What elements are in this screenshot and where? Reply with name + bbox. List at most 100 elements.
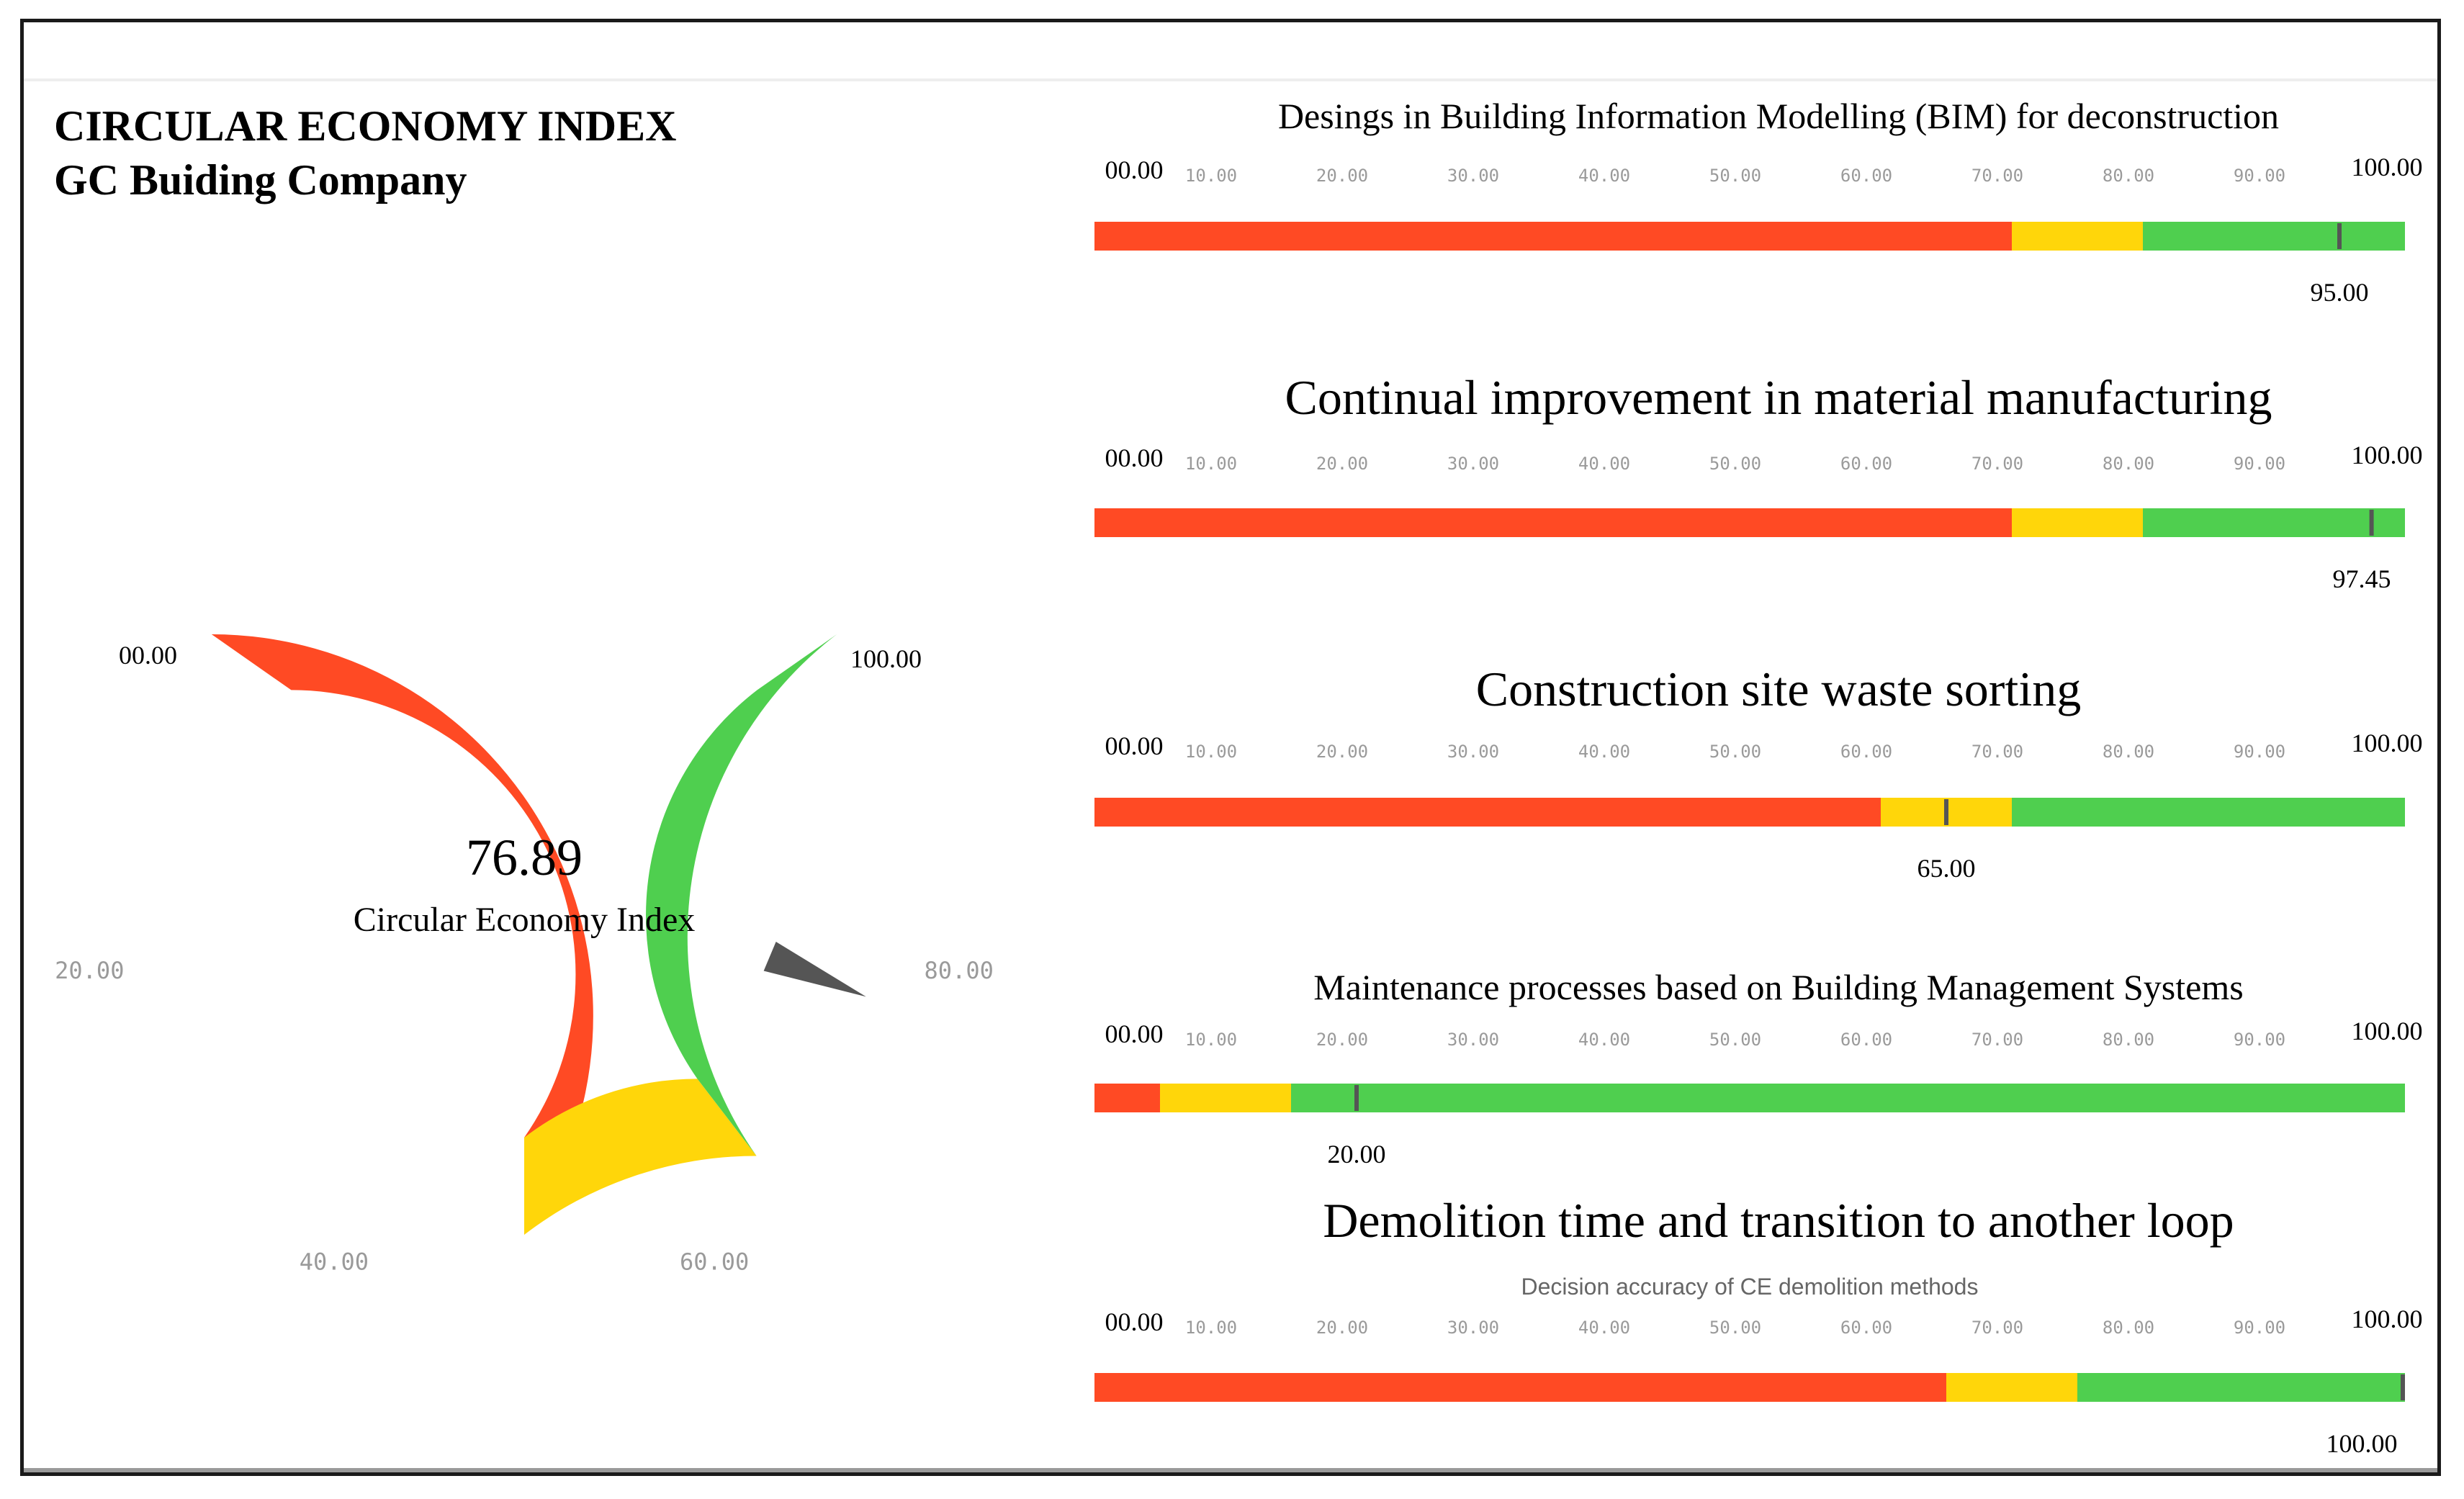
bullet-tick-label: 30.00 [1447, 742, 1499, 762]
bullet-tick-label: 30.00 [1447, 1030, 1499, 1050]
bullet-band-red [1094, 798, 1881, 827]
bullet-tick-label: 20.00 [1316, 1030, 1368, 1050]
bullet-band-green [2012, 798, 2405, 827]
bullet-title: Maintenance processes based on Building … [1313, 967, 2243, 1007]
bullet-value-label: 65.00 [1917, 854, 1976, 883]
bullet-tick-label: 40.00 [1578, 166, 1630, 186]
bullet-tick-label: 80.00 [2103, 1030, 2154, 1050]
bullet-value-label: 97.45 [2333, 564, 2391, 593]
bullet-tick-label: 10.00 [1185, 1030, 1237, 1050]
bullet-tick-label: 40.00 [1578, 1318, 1630, 1338]
bullet-band-yellow [2012, 222, 2143, 251]
bullet-tick-label: 30.00 [1447, 1318, 1499, 1338]
bullet-tick-label: 60.00 [1840, 1030, 1892, 1050]
bullet-title: Demolition time and transition to anothe… [1323, 1193, 2234, 1248]
bullet-band-red [1094, 1373, 1946, 1402]
gauge-tick-label: 80.00 [925, 957, 994, 984]
bullet-tick-label: 90.00 [2234, 166, 2285, 186]
bullet-tick-label: 90.00 [2234, 742, 2285, 762]
bullet-value-marker [1944, 799, 1948, 825]
bullet-tick-label: 20.00 [1316, 742, 1368, 762]
bullet-title: Desings in Building Information Modellin… [1278, 96, 2279, 136]
bullet-tick-label: 80.00 [2103, 166, 2154, 186]
bullet-tick-label: 40.00 [1578, 742, 1630, 762]
bullet-value-marker [2337, 223, 2342, 249]
bullet-tick-label: 40.00 [1578, 454, 1630, 474]
bullet-max-label: 100.00 [2352, 1305, 2423, 1333]
top-divider [24, 78, 2437, 81]
company-name: GC Buiding Company [54, 156, 467, 204]
bullet-band-green [2077, 1373, 2405, 1402]
gauge-needle [763, 941, 866, 997]
bullet-tick-label: 40.00 [1578, 1030, 1630, 1050]
bullet-max-label: 100.00 [2352, 729, 2423, 757]
bullet-max-label: 100.00 [2352, 441, 2423, 469]
bullet-tick-label: 10.00 [1185, 742, 1237, 762]
bullet-min-label: 00.00 [1105, 1307, 1164, 1336]
gauge-min-label: 00.00 [119, 641, 177, 670]
bullet-value-label: 100.00 [2326, 1429, 2398, 1458]
bullet-min-label: 00.00 [1105, 732, 1164, 760]
bullet-band-yellow [1160, 1084, 1291, 1112]
bullet-band-green [2143, 222, 2405, 251]
bullet-tick-label: 70.00 [1971, 166, 2023, 186]
bullet-tick-label: 10.00 [1185, 166, 1237, 186]
bullet-tick-label: 70.00 [1971, 1318, 2023, 1338]
bullet-min-label: 00.00 [1105, 1019, 1164, 1048]
bottom-divider [24, 1468, 2437, 1472]
bullet-tick-label: 70.00 [1971, 1030, 2023, 1050]
bullet-tick-label: 60.00 [1840, 742, 1892, 762]
bullet-tick-label: 80.00 [2103, 454, 2154, 474]
bullet-tick-label: 20.00 [1316, 166, 1368, 186]
gauge-max-label: 100.00 [850, 644, 922, 673]
gauge-tick-label: 20.00 [55, 957, 124, 984]
bullet-tick-label: 60.00 [1840, 1318, 1892, 1338]
bullet-max-label: 100.00 [2352, 1017, 2423, 1045]
gauge-caption: Circular Economy Index [354, 901, 696, 939]
bullet-tick-label: 60.00 [1840, 166, 1892, 186]
bullet-tick-label: 50.00 [1709, 1318, 1761, 1338]
bullet-band-yellow [2012, 508, 2143, 537]
bullet-band-red [1094, 1084, 1160, 1112]
bullet-value-marker [2401, 1374, 2405, 1400]
bullet-band-green [2143, 508, 2405, 537]
bullet-tick-label: 30.00 [1447, 454, 1499, 474]
gauge-band-yellow [524, 1079, 757, 1235]
bullet-band-yellow [1946, 1373, 2077, 1402]
gauge-band-green [646, 634, 837, 1156]
bullet-tick-label: 60.00 [1840, 454, 1892, 474]
bullet-tick-label: 20.00 [1316, 1318, 1368, 1338]
page-title: CIRCULAR ECONOMY INDEX [54, 102, 677, 150]
bullet-max-label: 100.00 [2352, 153, 2423, 181]
bullet-tick-label: 80.00 [2103, 742, 2154, 762]
bullet-chart: Maintenance processes based on Building … [1094, 967, 2423, 1169]
bullet-chart: Demolition time and transition to anothe… [1094, 1193, 2423, 1458]
bullet-chart: Continual improvement in material manufa… [1094, 370, 2423, 593]
bullet-tick-label: 30.00 [1447, 166, 1499, 186]
bullet-band-red [1094, 222, 2012, 251]
bullet-title: Continual improvement in material manufa… [1285, 370, 2272, 425]
bullet-tick-label: 10.00 [1185, 1318, 1237, 1338]
bullet-tick-label: 70.00 [1971, 454, 2023, 474]
bullet-band-green [1291, 1084, 2405, 1112]
bullet-tick-label: 50.00 [1709, 1030, 1761, 1050]
circular-economy-gauge: 20.00 40.00 60.00 80.00 00.00 100.00 76.89 Circ… [55, 634, 994, 1275]
gauge-value: 76.89 [466, 829, 583, 886]
bullet-title: Construction site waste sorting [1476, 662, 2081, 716]
bullet-tick-label: 90.00 [2234, 1030, 2285, 1050]
bullet-min-label: 00.00 [1105, 444, 1164, 472]
bullet-chart: Desings in Building Information Modellin… [1094, 96, 2423, 307]
bullet-tick-label: 10.00 [1185, 454, 1237, 474]
bullet-chart: Construction site waste sorting 00.00 100.… [1094, 662, 2423, 883]
bullet-value-marker [1354, 1085, 1359, 1111]
bullet-tick-label: 50.00 [1709, 454, 1761, 474]
dashboard-frame: CIRCULAR ECONOMY INDEX GC Buiding Compan… [20, 19, 2441, 1476]
bullet-tick-label: 20.00 [1316, 454, 1368, 474]
bullet-tick-label: 90.00 [2234, 1318, 2285, 1338]
bullet-value-label: 20.00 [1328, 1140, 1386, 1169]
bullet-band-red [1094, 508, 2012, 537]
bullet-tick-label: 50.00 [1709, 742, 1761, 762]
bullet-tick-label: 50.00 [1709, 166, 1761, 186]
bullet-tick-label: 70.00 [1971, 742, 2023, 762]
